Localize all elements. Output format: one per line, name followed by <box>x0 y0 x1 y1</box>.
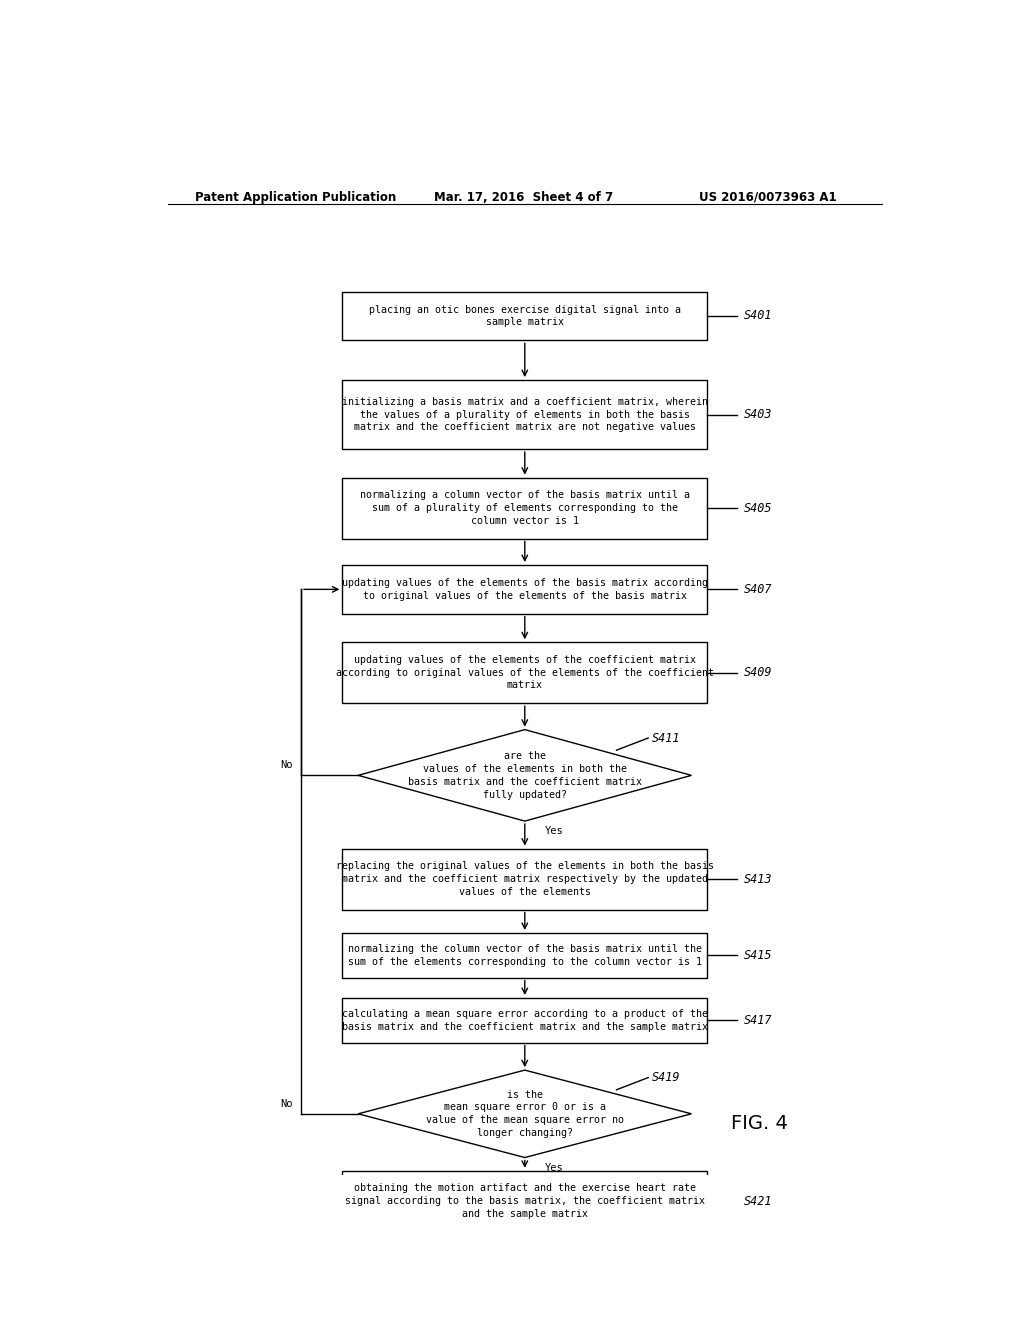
Polygon shape <box>358 1071 691 1158</box>
Text: S413: S413 <box>743 873 772 886</box>
Text: Mar. 17, 2016  Sheet 4 of 7: Mar. 17, 2016 Sheet 4 of 7 <box>433 191 612 203</box>
Text: normalizing the column vector of the basis matrix until the
sum of the elements : normalizing the column vector of the bas… <box>348 944 701 966</box>
Text: placing an otic bones exercise digital signal into a
sample matrix: placing an otic bones exercise digital s… <box>369 305 681 327</box>
Text: initializing a basis matrix and a coefficient matrix, wherein
the values of a pl: initializing a basis matrix and a coeffi… <box>342 397 708 433</box>
Text: No: No <box>281 760 293 771</box>
Text: S411: S411 <box>652 731 681 744</box>
Text: are the
values of the elements in both the
basis matrix and the coefficient matr: are the values of the elements in both t… <box>408 751 642 800</box>
Text: S421: S421 <box>743 1195 772 1208</box>
Text: normalizing a column vector of the basis matrix until a
sum of a plurality of el: normalizing a column vector of the basis… <box>359 490 690 525</box>
Text: S407: S407 <box>743 583 772 595</box>
Text: updating values of the elements of the basis matrix according
to original values: updating values of the elements of the b… <box>342 578 708 601</box>
Text: Yes: Yes <box>545 826 563 836</box>
Text: obtaining the motion artifact and the exercise heart rate
signal according to th: obtaining the motion artifact and the ex… <box>345 1184 705 1220</box>
FancyBboxPatch shape <box>342 998 708 1043</box>
FancyBboxPatch shape <box>342 478 708 539</box>
Text: Yes: Yes <box>545 1163 563 1172</box>
Text: S405: S405 <box>743 502 772 515</box>
Polygon shape <box>358 730 691 821</box>
Text: Patent Application Publication: Patent Application Publication <box>196 191 396 203</box>
FancyBboxPatch shape <box>342 849 708 909</box>
Text: S419: S419 <box>652 1071 681 1084</box>
Text: S415: S415 <box>743 949 772 962</box>
FancyBboxPatch shape <box>342 643 708 704</box>
Text: S401: S401 <box>743 309 772 322</box>
Text: FIG. 4: FIG. 4 <box>731 1114 788 1134</box>
Text: replacing the original values of the elements in both the basis
matrix and the c: replacing the original values of the ele… <box>336 861 714 896</box>
Text: S417: S417 <box>743 1014 772 1027</box>
Text: S409: S409 <box>743 667 772 680</box>
Text: updating values of the elements of the coefficient matrix
according to original : updating values of the elements of the c… <box>336 655 714 690</box>
FancyBboxPatch shape <box>342 933 708 978</box>
Text: S403: S403 <box>743 408 772 421</box>
Text: US 2016/0073963 A1: US 2016/0073963 A1 <box>699 191 837 203</box>
FancyBboxPatch shape <box>342 1171 708 1232</box>
FancyBboxPatch shape <box>342 565 708 614</box>
Text: calculating a mean square error according to a product of the
basis matrix and t: calculating a mean square error accordin… <box>342 1008 708 1032</box>
Text: is the
mean square error 0 or is a
value of the mean square error no
longer chan: is the mean square error 0 or is a value… <box>426 1089 624 1138</box>
Text: No: No <box>281 1098 293 1109</box>
FancyBboxPatch shape <box>342 292 708 341</box>
FancyBboxPatch shape <box>342 380 708 449</box>
